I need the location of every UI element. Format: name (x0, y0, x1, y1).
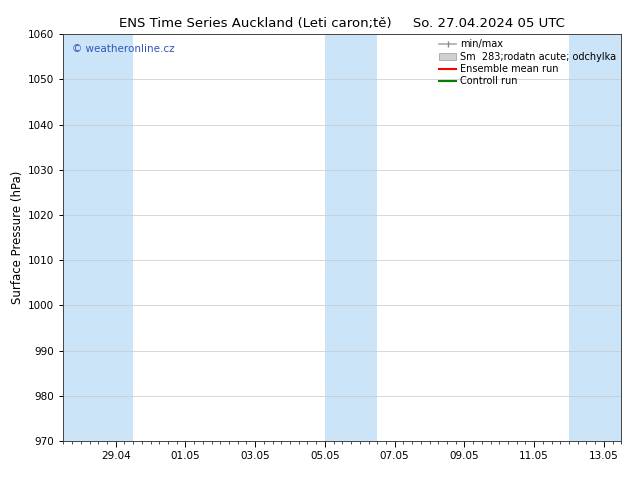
Text: © weatheronline.cz: © weatheronline.cz (72, 45, 174, 54)
Bar (325, 34, 377, 441)
Bar (63, 34, 133, 441)
Bar (569, 34, 621, 441)
Legend: min/max, Sm  283;rodatn acute; odchylka, Ensemble mean run, Controll run: min/max, Sm 283;rodatn acute; odchylka, … (437, 37, 618, 88)
Y-axis label: Surface Pressure (hPa): Surface Pressure (hPa) (11, 171, 24, 304)
Title: ENS Time Series Auckland (Leti caron;tě)     So. 27.04.2024 05 UTC: ENS Time Series Auckland (Leti caron;tě)… (119, 17, 566, 30)
